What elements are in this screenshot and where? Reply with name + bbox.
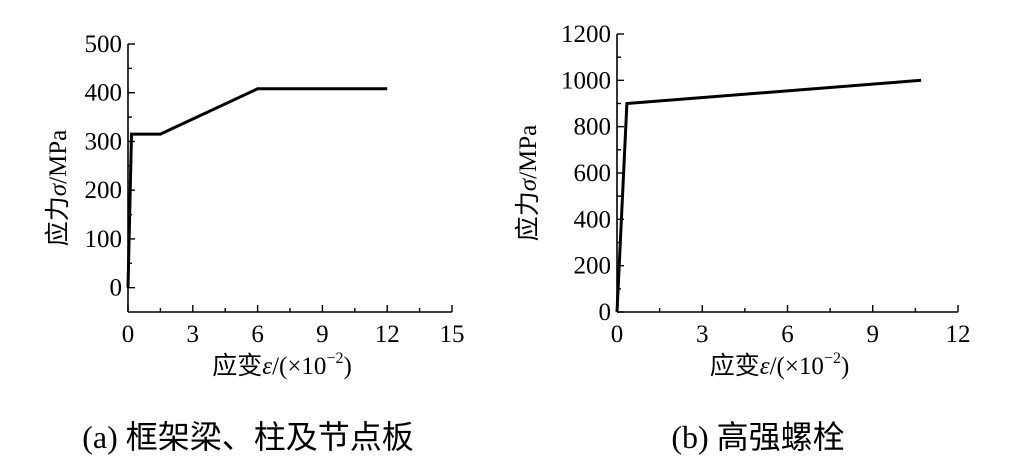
- x-tick-label: 3: [187, 321, 200, 348]
- y-tick-label: 0: [110, 275, 123, 302]
- x-tick-label: 6: [251, 321, 264, 348]
- x-tick-label: 12: [946, 321, 971, 348]
- series-line: [126, 87, 388, 288]
- y-tick-label: 300: [85, 128, 123, 155]
- series-line: [615, 78, 922, 313]
- y-tick-label: 1200: [561, 21, 611, 48]
- x-tick-label: 15: [440, 321, 465, 348]
- x-tick-label: 0: [122, 321, 135, 348]
- y-tick-label: 0: [599, 299, 612, 326]
- y-tick-label: 600: [574, 160, 612, 187]
- panel-b: 0 3 6 9 12 0 200 400 600 800 1000 1200 应变ε/(×10−2) 应力…: [514, 21, 971, 455]
- x-tick-label: 9: [316, 321, 329, 348]
- y-tick-label: 400: [85, 80, 123, 107]
- y-tick-label: 1000: [561, 67, 611, 94]
- y-axis-title: 应力σ/MPa: [514, 125, 542, 242]
- panel-a: 0 3 6 9 12 15 0 100 200 300 400 500 应变ε/(×10−2) 应力σ/M…: [44, 31, 465, 455]
- x-tick-label: 0: [611, 321, 624, 348]
- panel-caption: (b) 高强螺栓: [671, 419, 844, 455]
- x-tick-label: 3: [696, 321, 709, 348]
- y-tick-label: 800: [574, 114, 612, 141]
- y-tick-label: 100: [85, 226, 123, 253]
- y-tick-label: 200: [85, 177, 123, 204]
- panel-caption: (a) 框架梁、柱及节点板: [82, 419, 414, 455]
- y-tick-label: 400: [574, 206, 612, 233]
- x-axis-title: 应变ε/(×10−2): [212, 350, 352, 380]
- y-tick-label: 500: [85, 31, 123, 58]
- y-tick-label: 200: [574, 253, 612, 280]
- x-axis-title: 应变ε/(×10−2): [710, 350, 850, 380]
- y-axis-title: 应力σ/MPa: [44, 130, 72, 247]
- x-tick-label: 9: [867, 321, 880, 348]
- x-tick-label: 12: [375, 321, 400, 348]
- x-tick-label: 6: [781, 321, 794, 348]
